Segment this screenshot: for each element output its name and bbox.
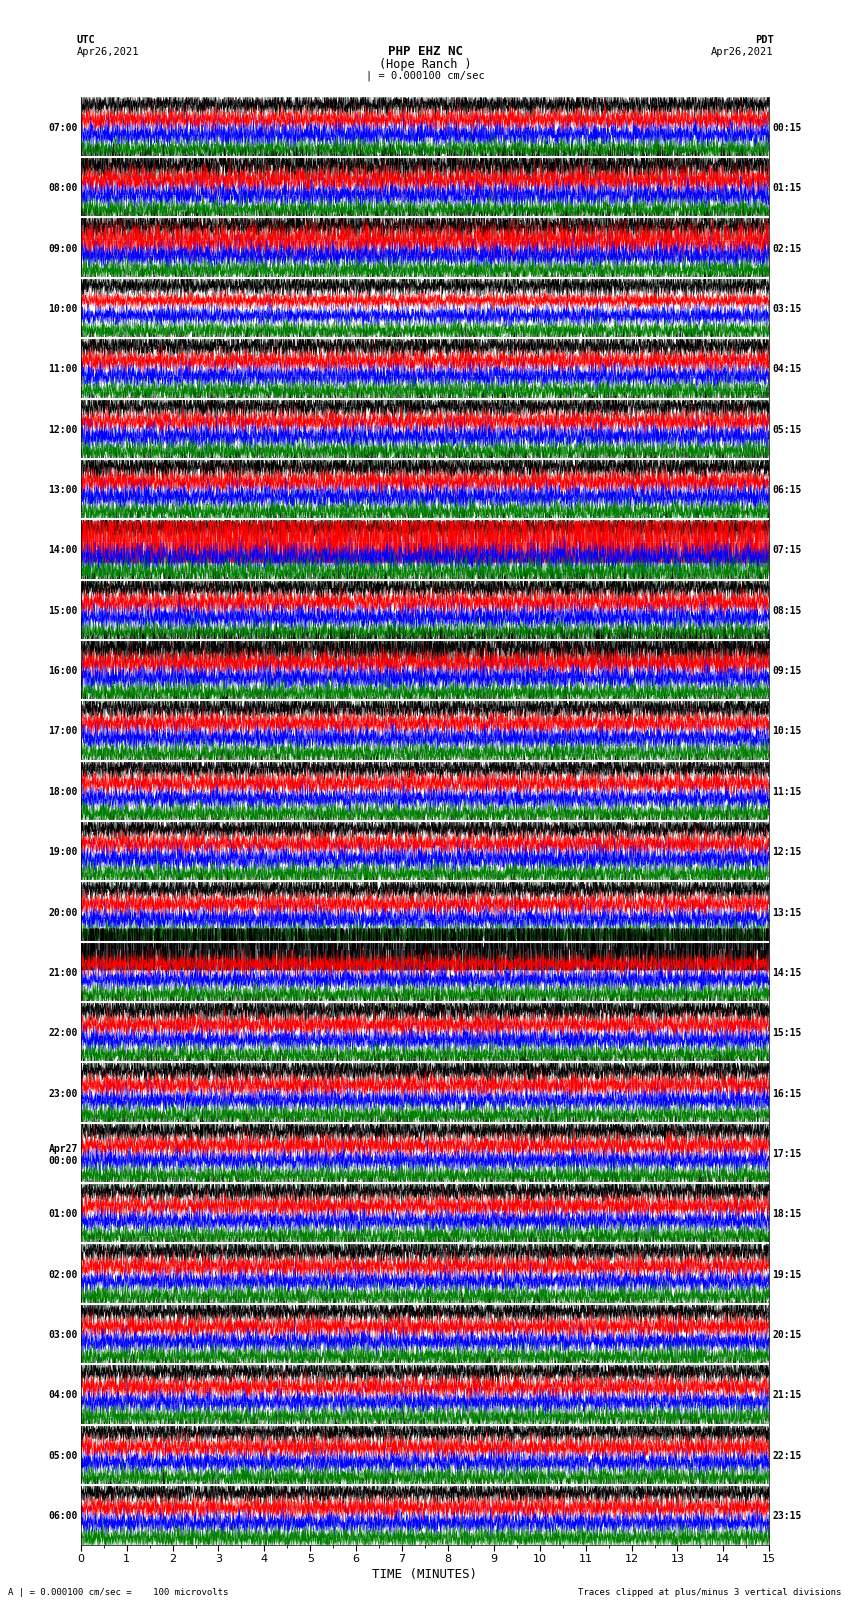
- Text: PHP EHZ NC: PHP EHZ NC: [388, 45, 462, 58]
- Text: UTC: UTC: [76, 35, 95, 45]
- Text: A | = 0.000100 cm/sec =    100 microvolts: A | = 0.000100 cm/sec = 100 microvolts: [8, 1587, 229, 1597]
- Text: Apr26,2021: Apr26,2021: [711, 47, 774, 56]
- Text: (Hope Ranch ): (Hope Ranch ): [379, 58, 471, 71]
- X-axis label: TIME (MINUTES): TIME (MINUTES): [372, 1568, 478, 1581]
- Text: PDT: PDT: [755, 35, 774, 45]
- Text: | = 0.000100 cm/sec: | = 0.000100 cm/sec: [366, 71, 484, 82]
- Text: Traces clipped at plus/minus 3 vertical divisions: Traces clipped at plus/minus 3 vertical …: [578, 1587, 842, 1597]
- Text: Apr26,2021: Apr26,2021: [76, 47, 139, 56]
